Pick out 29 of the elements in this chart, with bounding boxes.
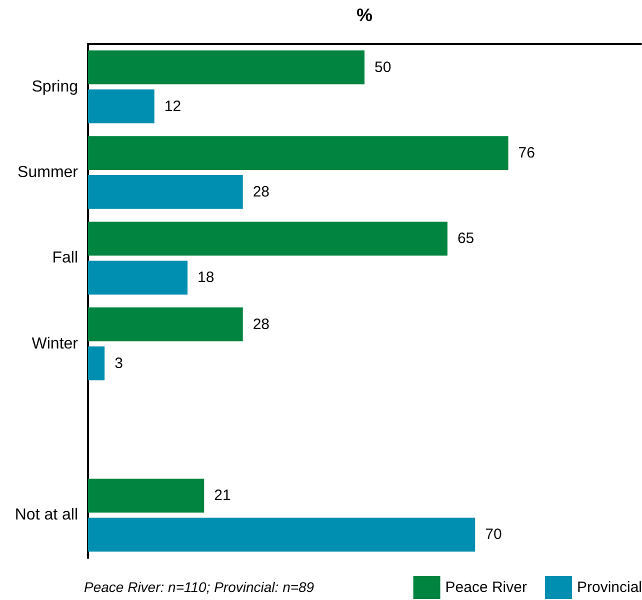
bar (88, 478, 204, 513)
data-label: 21 (214, 487, 231, 504)
data-label: 28 (252, 183, 270, 200)
bar (88, 136, 508, 170)
data-label: 50 (374, 58, 392, 76)
data-label: 12 (164, 98, 182, 115)
bar (88, 89, 154, 124)
y-tick-label: Not at all (14, 506, 78, 524)
legend-label: Peace River (445, 579, 527, 596)
text: Peace River: n=110; Provincial: n=89 (84, 579, 314, 595)
legend-label: Provincial (576, 579, 642, 596)
x-axis-title: % (356, 5, 373, 25)
data-label: 65 (457, 230, 474, 248)
bar (88, 222, 448, 256)
data-label: 76 (518, 144, 535, 162)
y-tick-label: Spring (32, 78, 78, 96)
data-label: 18 (198, 269, 214, 286)
data-label: 70 (485, 526, 502, 544)
data-label: 3 (114, 354, 123, 372)
y-tick-label: Fall (52, 250, 78, 267)
y-tick-label: Summer (18, 164, 79, 181)
bar (88, 260, 188, 295)
bar (88, 518, 476, 552)
bar (88, 346, 105, 380)
bar (88, 50, 364, 84)
data-label: 28 (252, 316, 270, 333)
bar (88, 307, 243, 342)
y-tick-label: Winter (32, 335, 79, 352)
bar (88, 175, 243, 209)
